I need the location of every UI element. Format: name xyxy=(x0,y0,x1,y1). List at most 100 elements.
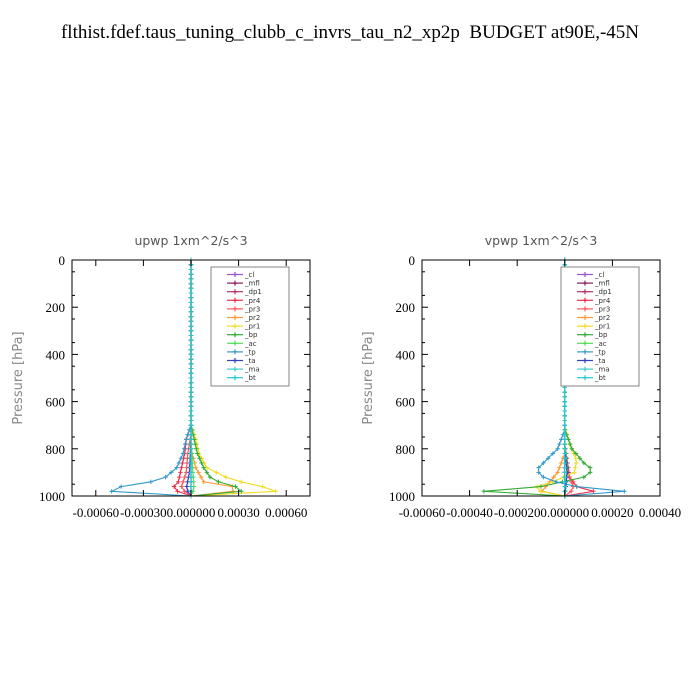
series-marker xyxy=(163,474,168,480)
series-marker xyxy=(562,451,567,456)
series-marker xyxy=(550,451,556,456)
legend-entry-label: _tp xyxy=(594,348,606,356)
series-marker xyxy=(188,281,194,286)
legend-entry-label: _mfl xyxy=(594,280,610,288)
series-marker xyxy=(179,465,184,470)
series-marker xyxy=(230,489,236,494)
series-marker xyxy=(180,460,185,466)
series-marker xyxy=(188,328,194,333)
series-marker xyxy=(557,465,562,470)
series-marker xyxy=(562,470,567,475)
series-marker xyxy=(223,474,229,480)
x-tick-label: -0.00060 xyxy=(73,505,120,520)
x-tick-label: 0.000000 xyxy=(540,505,589,520)
y-tick-label: 200 xyxy=(396,300,416,315)
series-marker xyxy=(188,375,194,381)
series-marker xyxy=(562,441,567,447)
legend-marker xyxy=(582,315,588,320)
series-marker xyxy=(562,399,567,404)
series-marker xyxy=(562,484,567,489)
series-marker xyxy=(562,394,567,400)
series-marker xyxy=(188,295,194,300)
series-marker xyxy=(557,441,562,447)
x-tick-label: 0.00060 xyxy=(265,505,307,520)
legend-entry-label: _ta xyxy=(244,357,256,365)
legend-marker xyxy=(232,280,238,286)
legend-entry-label: _pr2 xyxy=(594,314,610,322)
series-marker xyxy=(562,427,567,433)
y-tick-label: 400 xyxy=(46,347,66,362)
series-marker xyxy=(118,484,124,489)
series-marker xyxy=(562,456,567,461)
series-marker xyxy=(581,460,587,466)
series-marker xyxy=(551,474,556,480)
series-marker xyxy=(188,404,194,409)
legend-marker xyxy=(582,332,588,338)
series-marker xyxy=(182,441,188,447)
series-marker xyxy=(176,460,182,466)
series-marker xyxy=(188,290,194,296)
series-marker xyxy=(178,456,184,461)
y-tick-label: 400 xyxy=(396,347,416,362)
legend-entry-label: _dp1 xyxy=(244,288,262,296)
y-tick-label: 0 xyxy=(59,253,66,268)
legend-marker xyxy=(582,280,588,286)
series-marker xyxy=(188,470,194,475)
x-tick-label: 0.00020 xyxy=(591,505,633,520)
x-tick-label: -0.00020 xyxy=(494,505,541,520)
series-marker xyxy=(562,460,567,466)
series-marker xyxy=(591,489,596,494)
legend-marker xyxy=(582,358,588,363)
series-marker xyxy=(481,489,487,494)
figure-title: flthist.fdef.taus_tuning_clubb_c_invrs_t… xyxy=(60,22,639,43)
series-marker xyxy=(538,484,544,489)
series-marker xyxy=(562,418,567,423)
series-marker xyxy=(188,380,194,385)
series-marker xyxy=(188,399,194,404)
series-marker xyxy=(555,470,560,475)
plot-frame xyxy=(421,259,661,497)
legend-entry-label: _pr1 xyxy=(594,323,610,331)
series-marker xyxy=(188,408,194,414)
legend-marker xyxy=(232,375,238,381)
y-axis-label: Pressure [hPa] xyxy=(11,331,26,424)
y-tick-label: 1000 xyxy=(389,489,415,504)
legend-box xyxy=(560,266,640,387)
series-marker xyxy=(562,408,567,414)
series-marker xyxy=(188,271,194,277)
series-marker xyxy=(260,484,265,489)
legend-entry-label: _pr4 xyxy=(244,297,261,305)
series-marker xyxy=(171,484,177,489)
series-marker xyxy=(567,441,573,447)
series-marker xyxy=(239,489,244,494)
series-marker xyxy=(577,456,583,461)
legend-entry-label: _ac xyxy=(244,340,257,348)
legend-entry-label: _bt xyxy=(594,374,606,382)
legend-marker xyxy=(582,306,588,312)
series-marker xyxy=(188,437,194,442)
legend-marker xyxy=(582,272,588,277)
legend-entry-label: _ta xyxy=(594,357,606,365)
legend-marker xyxy=(232,315,238,320)
series-marker xyxy=(184,437,189,442)
y-tick-label: 800 xyxy=(396,442,416,457)
series-marker xyxy=(562,389,567,395)
series-marker xyxy=(168,470,174,475)
series-marker xyxy=(574,484,579,489)
legend-marker xyxy=(582,323,588,329)
series-marker xyxy=(541,460,546,466)
series-marker xyxy=(545,456,551,461)
series-marker xyxy=(239,479,244,485)
series-marker xyxy=(538,489,543,494)
series-marker xyxy=(199,460,204,466)
series-marker xyxy=(178,470,183,475)
legend-entry-label: _pr3 xyxy=(594,305,610,313)
series-marker xyxy=(198,474,204,480)
legend-entry-label: _mfl xyxy=(244,280,260,288)
series-marker xyxy=(562,446,567,451)
panel-title: vpwp 1xm^2/s^3 xyxy=(485,233,598,248)
series-line-pr4 xyxy=(173,260,192,497)
legend-entry-label: _ma xyxy=(244,366,260,374)
series-marker xyxy=(587,465,593,470)
y-tick-label: 600 xyxy=(396,395,416,410)
